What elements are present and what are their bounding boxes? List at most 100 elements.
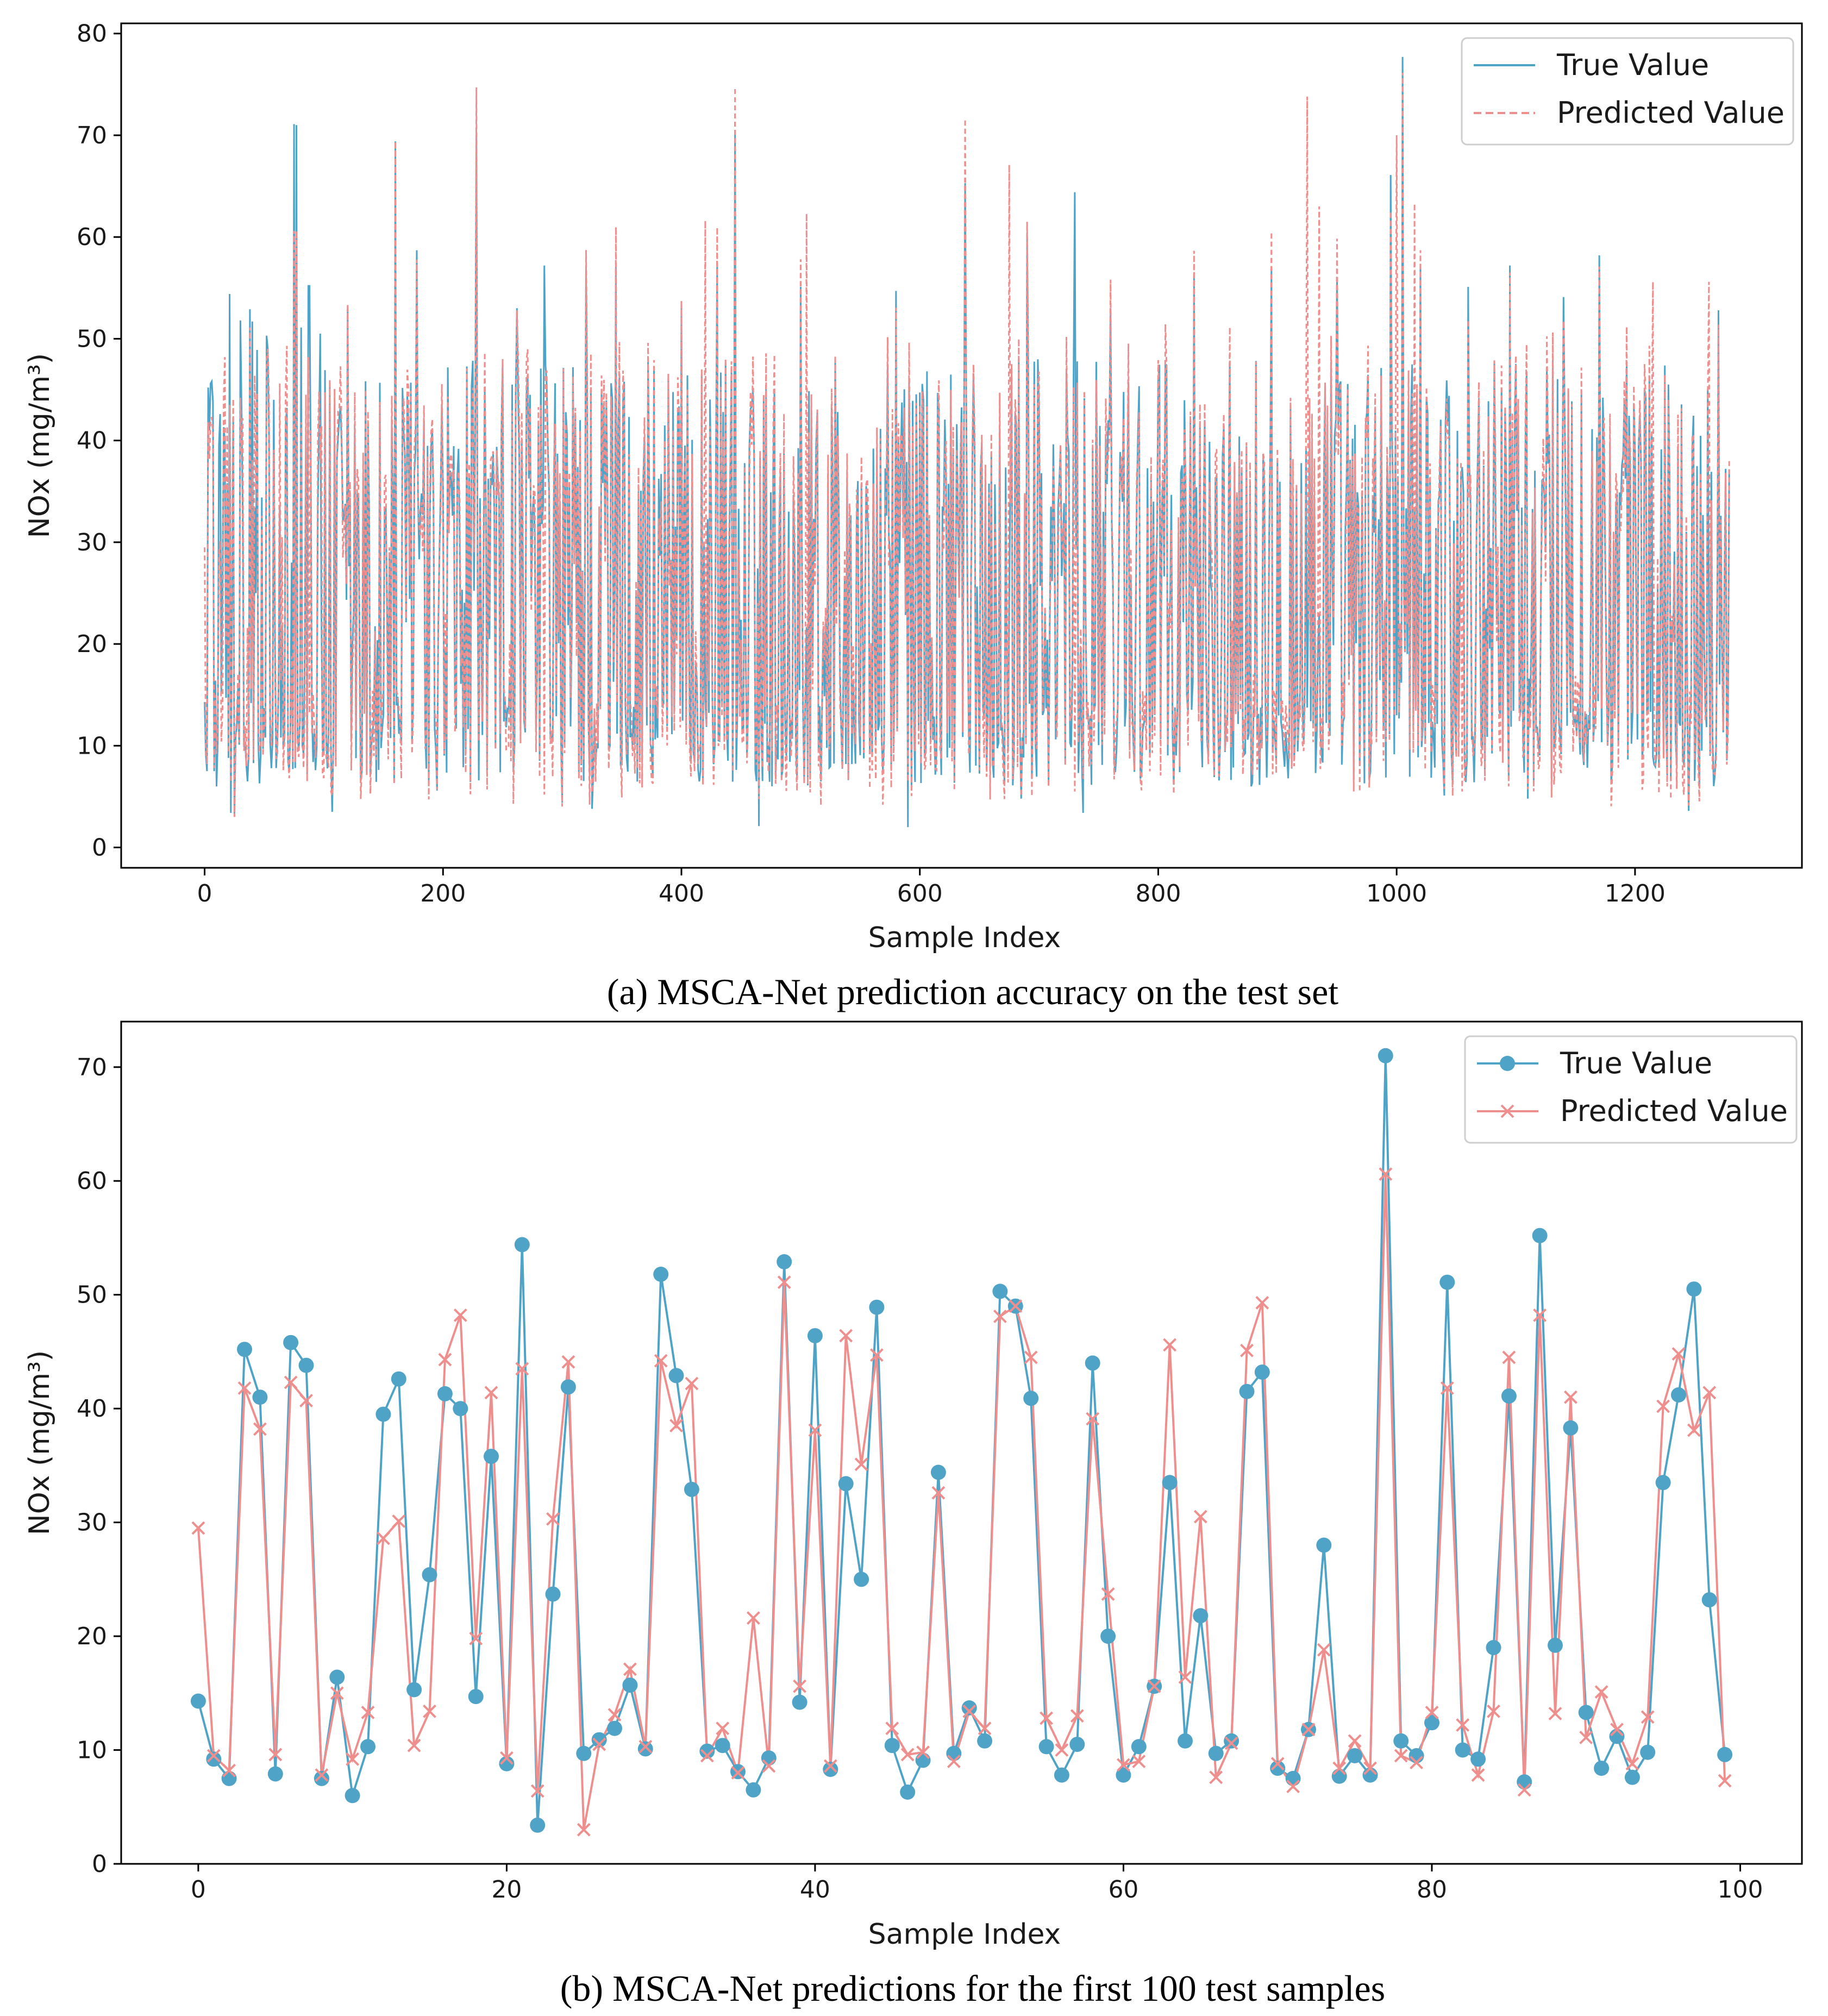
chart-b-true-point [314, 1770, 329, 1786]
chart-b-predicted-line [197, 1174, 1726, 1830]
b-x-tick-label: 80 [1417, 1876, 1447, 1904]
chart-b-true-point [915, 1752, 931, 1768]
chart-b-predicted-point [1101, 1587, 1115, 1601]
chart-b-predicted-point [731, 1765, 745, 1780]
chart-a-x-axis: 0 200 400 600 800 1000 1200 [197, 868, 1666, 907]
chart-b-predicted-point [1610, 1723, 1624, 1737]
a-x-tick-label: 0 [197, 880, 212, 907]
chart-b-true-point [1624, 1769, 1640, 1785]
chart-b-legend: True Value Predicted Value [1464, 1035, 1798, 1144]
a-y-tick-label: 50 [77, 325, 107, 353]
chart-b-true-point [792, 1694, 807, 1710]
chart-b-predicted-point [561, 1355, 575, 1369]
chart-b-true-point [1162, 1475, 1178, 1491]
legend-a-pred-label: Predicted Value [1557, 96, 1785, 130]
chart-b-predicted-point [1286, 1780, 1300, 1794]
a-y-tick-label: 30 [77, 529, 107, 556]
chart-b-true-point [1486, 1640, 1501, 1655]
chart-a-y-axis: 0 10 20 30 40 50 60 70 80 [77, 20, 121, 862]
chart-b-true-point [699, 1743, 715, 1759]
chart-b-predicted-point [1656, 1399, 1670, 1413]
chart-b-predicted-point [1594, 1685, 1608, 1699]
chart-b-true-point [1116, 1767, 1131, 1783]
chart-b-true-point [1455, 1742, 1470, 1758]
chart-a-predicted-line [204, 72, 1730, 817]
chart-b-predicted-point [746, 1611, 760, 1625]
chart-b-predicted-point [346, 1752, 360, 1766]
chart-a-caption: (a) MSCA-Net prediction accuracy on the … [607, 971, 1338, 1012]
chart-b-true-point [391, 1371, 406, 1387]
chart-b-caption: (b) MSCA-Net predictions for the first 1… [560, 1968, 1385, 2009]
chart-b-predicted-point [438, 1353, 452, 1367]
chart-b-predicted-point [237, 1381, 252, 1395]
a-y-tick-label: 40 [77, 427, 107, 455]
chart-b-predicted-point [1533, 1308, 1547, 1322]
chart-b-predicted-point [191, 1521, 205, 1535]
chart-b-predicted-point [1332, 1761, 1347, 1775]
chart-b-true-point [1578, 1705, 1594, 1720]
chart-b-true-point [761, 1750, 777, 1766]
chart-b-predicted-point [407, 1738, 421, 1752]
chart-b-true-point [252, 1389, 268, 1405]
chart-b-predicted-point [962, 1704, 976, 1718]
chart-b-predicted-point [654, 1354, 668, 1368]
chart-b-true-point [1501, 1388, 1517, 1404]
chart-b-true-point [1517, 1774, 1532, 1790]
chart-b-predicted-point [916, 1745, 930, 1760]
chart-b-predicted-point [1132, 1755, 1146, 1768]
chart-b-x-axis: 0 20 40 60 80 100 [191, 1864, 1763, 1904]
chart-b-predicted-point [1517, 1783, 1531, 1797]
chart-b-true-point [1178, 1733, 1193, 1749]
chart-b-true-point [1378, 1048, 1393, 1063]
chart-b-predicted-point [1163, 1338, 1177, 1352]
chart-b-true-point [1671, 1387, 1686, 1403]
chart-b-predicted-point [638, 1739, 653, 1754]
chart-b-predicted-point [1687, 1423, 1701, 1437]
chart-b-predicted-point [1718, 1774, 1732, 1788]
chart-b-predicted-point [885, 1721, 899, 1736]
legend-b-true-marker [1500, 1056, 1515, 1071]
chart-b-true-point [1054, 1767, 1069, 1783]
chart-b-predicted-point [1348, 1734, 1362, 1748]
chart-b-true-line [197, 1055, 1726, 1825]
chart-b-true-point [637, 1741, 653, 1757]
chart-b-true-point [823, 1762, 838, 1777]
chart-b-predicted-point [1456, 1718, 1470, 1732]
chart-b-true-point [1254, 1364, 1270, 1380]
chart-b-predicted-point [1672, 1347, 1686, 1361]
chart-b-true-point [1285, 1770, 1301, 1786]
chart-b-predicted-point [608, 1708, 622, 1722]
chart-b-predicted-point [546, 1512, 560, 1526]
chart-b-predicted-point [762, 1759, 776, 1773]
chart-b-true-point [1331, 1768, 1347, 1784]
chart-b-true-point [468, 1689, 484, 1705]
chart-b-predicted-point [1548, 1707, 1562, 1720]
legend-a-true-label: True Value [1556, 48, 1709, 82]
a-x-tick-label: 600 [897, 880, 943, 907]
chart-b-true-point [453, 1401, 468, 1417]
chart-b-predicted-point [1317, 1643, 1331, 1657]
chart-b-predicted-point [1055, 1743, 1069, 1757]
chart-b-predicted-point [823, 1759, 837, 1773]
chart-b-predicted-point [376, 1531, 390, 1545]
chart-b-true-point [1208, 1745, 1224, 1761]
chart-b-predicted-point [222, 1763, 236, 1777]
b-y-tick-label: 20 [77, 1623, 107, 1650]
chart-b-predicted-point [1641, 1710, 1655, 1724]
chart-b-predicted-point [1116, 1758, 1130, 1772]
chart-b-true-point [930, 1464, 946, 1480]
chart-b-predicted-point [530, 1784, 544, 1798]
b-y-tick-label: 50 [77, 1281, 107, 1309]
chart-b-true-point [1316, 1537, 1332, 1553]
chart-b-true-point [884, 1738, 900, 1754]
chart-b-true-point [869, 1299, 885, 1315]
chart-b-true-point [977, 1733, 993, 1749]
a-x-tick-label: 1000 [1366, 880, 1427, 907]
b-y-tick-label: 10 [77, 1737, 107, 1764]
b-x-tick-label: 100 [1718, 1876, 1763, 1904]
chart-b-true-point [777, 1254, 792, 1269]
chart-b-predicted-point [777, 1275, 791, 1289]
chart-b-predicted-point [392, 1514, 406, 1528]
b-y-tick-label: 60 [77, 1167, 107, 1195]
chart-b-true-point [422, 1567, 437, 1582]
